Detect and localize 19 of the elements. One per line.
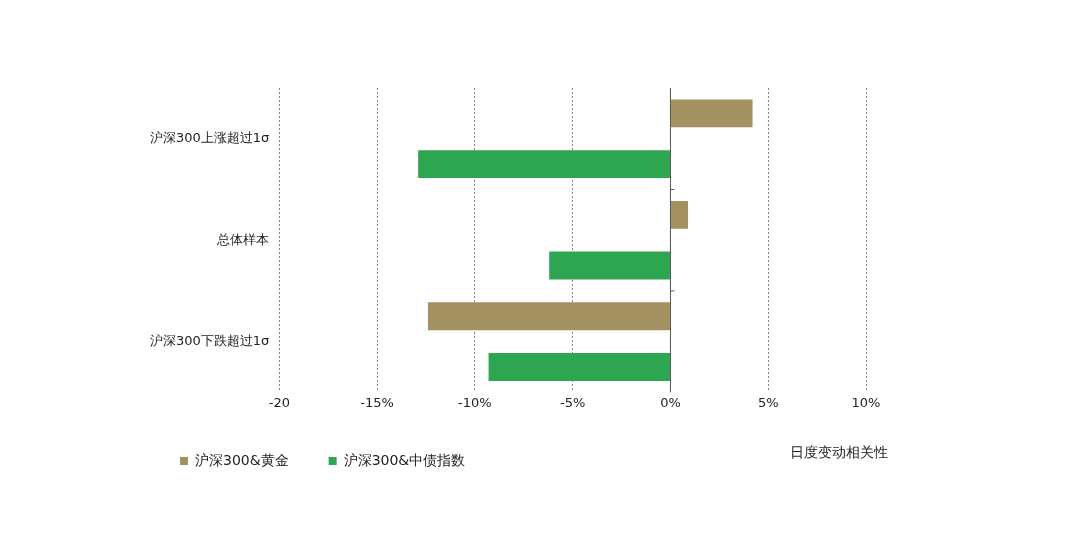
y-tick-label: 沪深300上涨超过1σ	[150, 130, 270, 146]
bar	[427, 302, 670, 331]
x-tick-label: 0%	[660, 394, 681, 410]
bar	[418, 150, 670, 179]
bar	[549, 251, 670, 280]
x-tick-label: -5%	[560, 394, 586, 410]
x-tick-label: -20	[268, 394, 290, 410]
y-tick-label: 总体样本	[216, 231, 270, 247]
bar	[670, 99, 753, 128]
x-axis-title: 日度变动相关性	[790, 444, 888, 462]
x-tick-label: -15%	[360, 394, 394, 410]
bar	[670, 200, 689, 229]
y-tick-label: 沪深300下跌超过1σ	[150, 333, 270, 349]
x-tick-label: 10%	[851, 394, 881, 410]
x-tick-label: 5%	[757, 394, 779, 410]
legend-label: 沪深300&中债指数	[343, 451, 466, 468]
bar	[488, 353, 670, 381]
legend-label: 沪深300&黄金	[195, 451, 289, 468]
x-tick-label: -10%	[458, 394, 492, 410]
